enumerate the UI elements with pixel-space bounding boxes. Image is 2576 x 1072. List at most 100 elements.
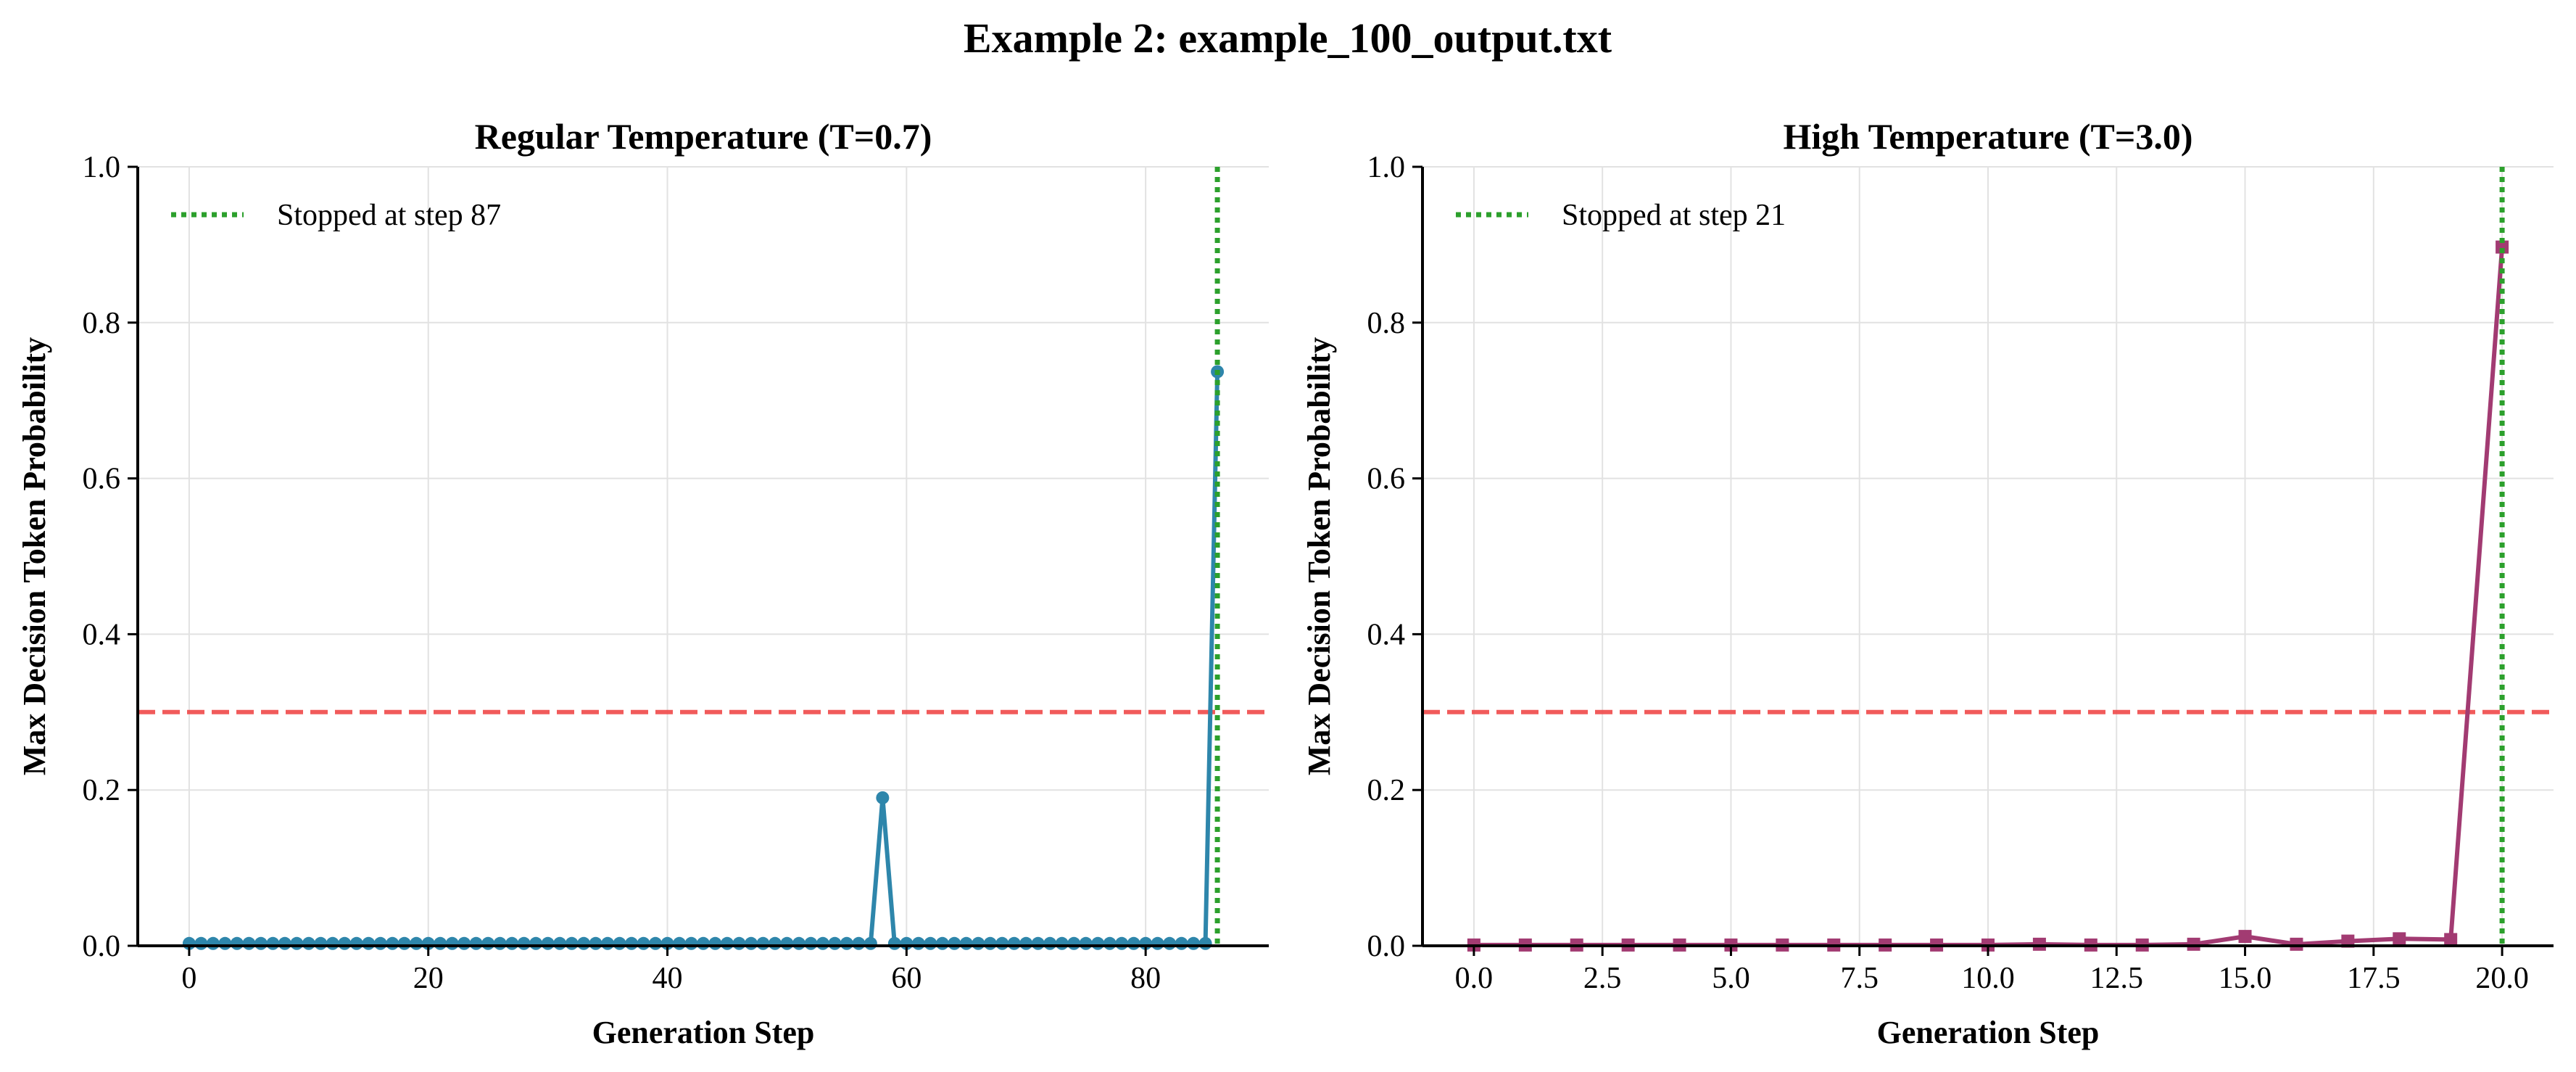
x-tick-label: 2.5 [1583, 962, 1622, 995]
data-point [1163, 936, 1177, 950]
y-axis-label: Max Decision Token Probability [17, 337, 52, 775]
x-tick-label: 0.0 [1455, 962, 1494, 995]
data-point [553, 936, 567, 950]
data-point [876, 791, 890, 804]
x-tick-label: 60 [891, 962, 922, 995]
data-point [983, 936, 997, 950]
data-point [194, 936, 208, 950]
legend-label: Stopped at step 87 [277, 199, 501, 232]
data-point [529, 936, 543, 950]
data-point [1175, 936, 1188, 950]
y-tick-label: 0.2 [83, 774, 121, 807]
data-point [349, 936, 363, 950]
data-point [2290, 937, 2303, 951]
y-tick-label: 1.0 [83, 151, 121, 184]
data-point [278, 936, 291, 950]
data-point [206, 936, 220, 950]
x-tick-label: 20 [413, 962, 444, 995]
x-tick-label: 0 [181, 962, 196, 995]
data-point [410, 936, 423, 950]
data-point [864, 936, 877, 950]
data-point [338, 936, 352, 950]
data-point [1043, 936, 1057, 950]
subplot-high-temperature: 0.0 2.5 5.0 7.5 10.0 12.5 15.0 17.5 20.0 0.0 0.2 0.… [1301, 116, 2554, 1050]
data-point [1151, 936, 1164, 950]
data-point [744, 936, 758, 950]
data-point [911, 936, 925, 950]
data-point [1079, 936, 1093, 950]
data-point [780, 936, 794, 950]
data-point [589, 936, 602, 950]
x-tick-label: 5.0 [1712, 962, 1750, 995]
data-point [1067, 936, 1081, 950]
y-tick-label: 0.6 [83, 463, 121, 496]
data-point [852, 936, 866, 950]
data-point [1055, 936, 1069, 950]
data-point [708, 936, 722, 950]
data-point [457, 936, 471, 950]
data-point [732, 936, 746, 950]
data-point [2032, 937, 2046, 951]
data-point [565, 936, 579, 950]
data-point [541, 936, 555, 950]
data-point [972, 936, 985, 950]
data-point [935, 936, 949, 950]
data-point [804, 936, 818, 950]
data-point [792, 936, 805, 950]
subplot-title: High Temperature (T=3.0) [1783, 116, 2192, 157]
data-point [840, 936, 853, 950]
y-axis-label: Max Decision Token Probability [1301, 337, 1337, 775]
data-point [242, 936, 256, 950]
data-point [362, 936, 376, 950]
data-point [302, 936, 315, 950]
data-point [720, 936, 734, 950]
data-point [601, 936, 615, 950]
legend-label: Stopped at step 21 [1562, 199, 1786, 232]
data-point [493, 936, 507, 950]
data-point [924, 936, 937, 950]
data-point [386, 936, 399, 950]
data-point [266, 936, 280, 950]
data-point [2393, 932, 2406, 946]
data-point [517, 936, 531, 950]
data-point [613, 936, 626, 950]
data-point [290, 936, 304, 950]
data-point [1007, 936, 1021, 950]
data-point [218, 936, 232, 950]
data-point [828, 936, 842, 950]
data-point [326, 936, 339, 950]
data-point [1031, 936, 1045, 950]
data-point [481, 936, 495, 950]
data-point [649, 936, 663, 950]
x-tick-label: 12.5 [2090, 962, 2144, 995]
data-point [445, 936, 459, 950]
data-point [2496, 240, 2509, 254]
data-point [948, 936, 961, 950]
data-point [314, 936, 328, 950]
data-point [959, 936, 973, 950]
y-tick-label: 0.6 [1367, 463, 1406, 496]
data-point [1198, 936, 1212, 950]
y-tick-label: 0.4 [1367, 618, 1406, 651]
data-point [816, 936, 829, 950]
data-point [373, 936, 387, 950]
subplot-title: Regular Temperature (T=0.7) [475, 116, 932, 157]
x-tick-label: 7.5 [1840, 962, 1879, 995]
data-point [469, 936, 483, 950]
data-point [673, 936, 687, 950]
subplot-regular-temperature: 0 20 40 60 80 0.0 0.2 0.4 0.6 0.8 1.0 Regular Tempe… [17, 116, 1269, 1050]
x-tick-label: 80 [1130, 962, 1161, 995]
data-point [625, 936, 639, 950]
data-point [887, 936, 901, 950]
data-point [1127, 936, 1140, 950]
y-tick-label: 0.0 [1367, 930, 1406, 963]
data-point [1115, 936, 1129, 950]
y-tick-label: 0.8 [1367, 307, 1406, 340]
data-point [434, 936, 447, 950]
data-point [1187, 936, 1201, 950]
x-tick-label: 15.0 [2219, 962, 2272, 995]
data-point [577, 936, 591, 950]
data-point [756, 936, 770, 950]
data-point [684, 936, 698, 950]
